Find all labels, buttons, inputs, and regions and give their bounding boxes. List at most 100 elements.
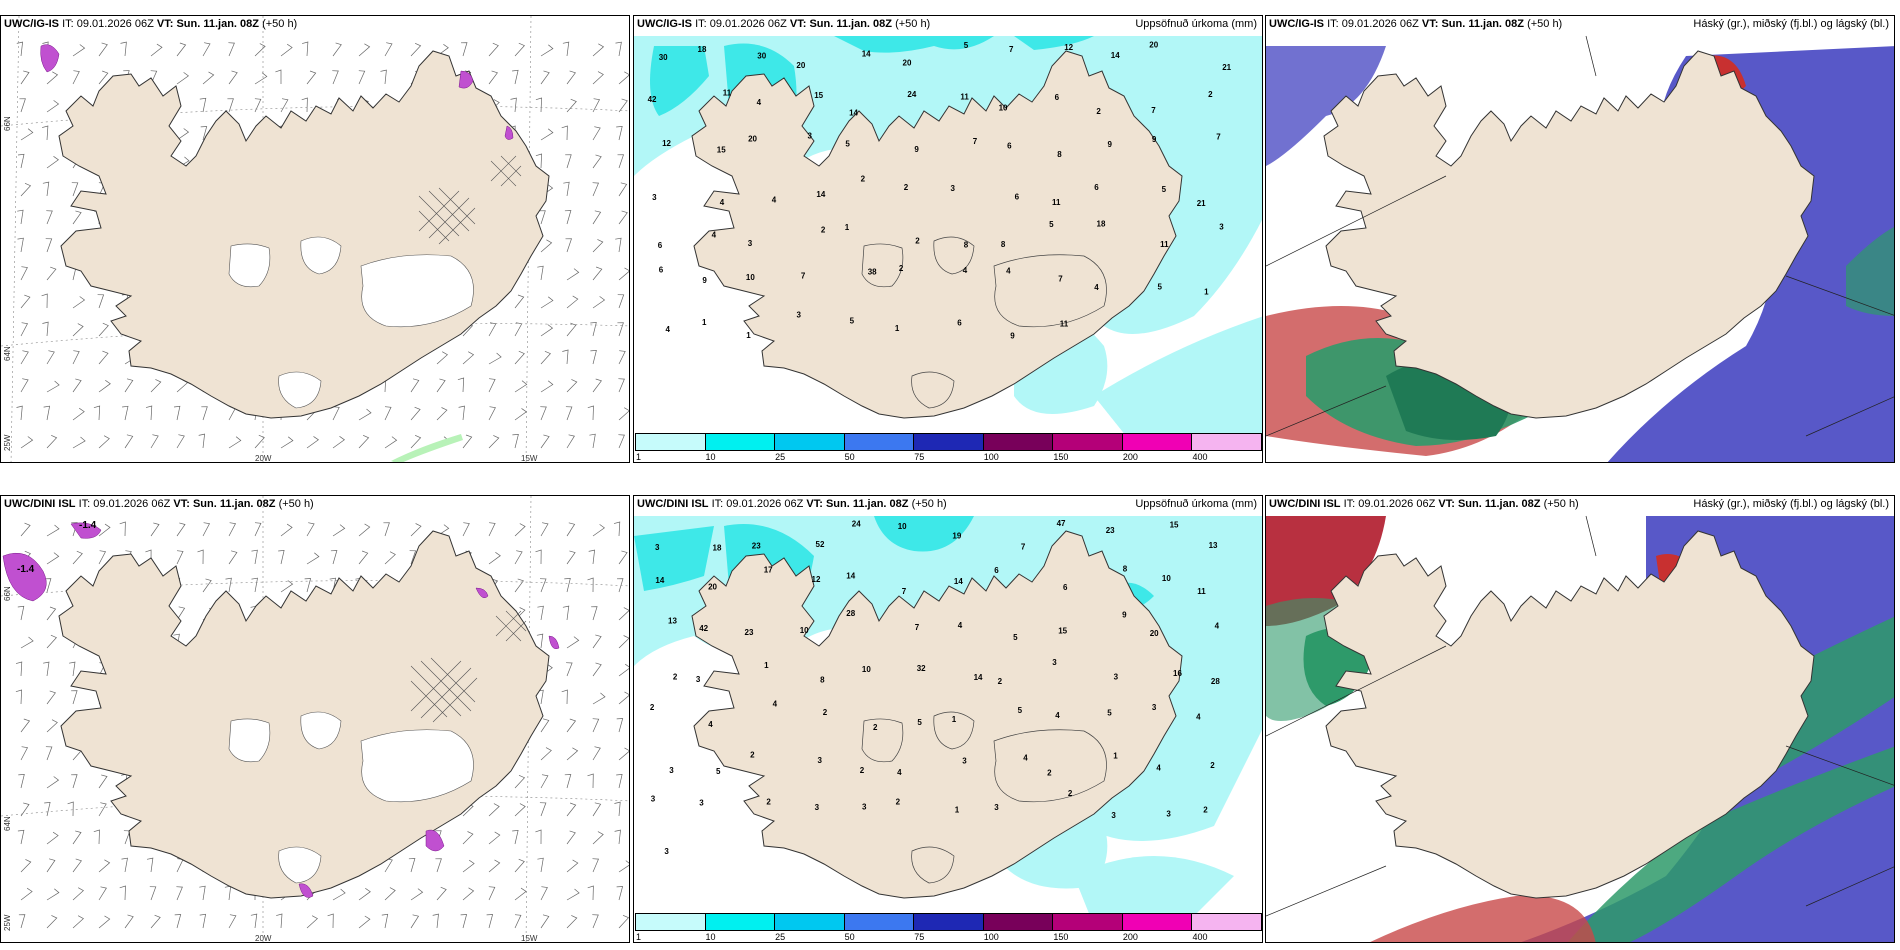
wind-barb [537,605,544,621]
wind-barb [150,43,163,57]
wind-barb [514,523,526,537]
wind-barb [42,125,49,141]
wind-barb [46,858,56,873]
wind-barb [18,774,25,789]
precip-value: 6 [1015,192,1020,201]
wind-barb [488,803,500,817]
wind-barb [588,549,596,565]
wind-barb [540,324,554,337]
wind-barb [46,915,58,929]
precip-value: 7 [915,623,920,632]
wind-barb [46,552,60,565]
wind-barb [306,552,320,565]
precip-value: 3 [1152,703,1157,712]
precip-value: 14 [862,49,871,58]
colorbar-swatch [1052,433,1123,451]
precip-value: 14 [954,577,963,586]
precip-value: 4 [963,266,968,275]
panel-title: UWC/IG-IS IT: 09.01.2026 06Z VT: Sun. 11… [4,18,298,30]
wind-barb [380,69,387,85]
wind-barb [254,43,266,57]
wind-barb [280,436,294,449]
wind-barb [174,914,182,929]
wind-barb [327,913,334,929]
wind-barb [564,210,572,225]
cloud-map-top [1266,35,1894,462]
wind-barb [566,830,576,845]
snow-purple [40,44,514,140]
wind-barb [592,296,606,309]
wind-barb [72,210,82,225]
wind-barb [225,577,232,593]
wind-barb [565,238,572,253]
panel-precip-top[interactable]: 30 18 30 20 14 20 5 7 12 14 20 21 42 11 4 15 14 24 11 10 6 2 7… [633,15,1263,463]
precip-value: 4 [757,98,762,107]
wind-barb [228,70,238,85]
precip-title: Uppsöfnuð úrkoma (mm) [1135,498,1257,510]
panel-wind-top[interactable]: UWC/IG-IS IT: 09.01.2026 06Z VT: Sun. 11… [0,15,630,463]
wind-barb [592,858,600,873]
precip-value: 3 [862,802,867,811]
precip-value: 14 [974,673,983,682]
wind-barb [592,524,605,537]
wind-barb [15,661,23,677]
precip-value: 11 [1060,320,1069,329]
precip-value: 5 [1107,708,1112,717]
precip-value: 2 [650,703,655,712]
colorbar-tick: 100 [983,932,999,942]
wind-barb [566,322,577,337]
wind-barb [587,773,594,789]
panel-cloud-top[interactable]: UWC/IG-IS IT: 09.01.2026 06Z VT: Sun. 11… [1265,15,1895,463]
wind-barb [592,692,606,705]
wind-barb [514,380,528,393]
wind-barb [46,266,57,281]
wind-barb [488,42,499,57]
precip-value: 23 [745,628,754,637]
iceland-land [1323,530,1815,899]
wind-barb [618,914,629,929]
wind-barb [41,293,48,309]
colorbar-swatch [704,913,776,931]
panel-wind-bottom[interactable]: UWC/DINI ISL IT: 09.01.2026 06Z VT: Sun.… [0,495,630,943]
wind-barb [540,886,548,901]
wind-barb [616,774,623,789]
wind-barb [202,578,212,593]
colorbar-swatch [982,913,1054,931]
precip-value: 3 [696,675,701,684]
precip-title: Uppsöfnuð úrkoma (mm) [1135,18,1257,30]
panel-precip-bottom[interactable]: 3 18 23 52 24 10 19 7 47 23 15 13 14 20 17 12 14 7 14 6 6 8 10… [633,495,1263,943]
axis-label-20w: 20W [255,454,272,463]
panel-cloud-bottom[interactable]: UWC/DINI ISL IT: 09.01.2026 06Z VT: Sun.… [1265,495,1895,943]
precip-value: 4 [1156,764,1161,773]
wind-barb [540,747,552,761]
wind-barb [514,294,525,309]
wind-barb [358,408,372,421]
wind-barb [618,663,629,677]
precip-value: 1 [845,223,850,232]
wind-barb [540,774,549,789]
precip-value: 10 [898,522,907,531]
wind-barb [20,436,34,449]
wind-barb [540,914,550,929]
glaciers [228,236,474,409]
wind-barb [618,607,629,621]
wind-barb [46,380,60,393]
wind-barb [20,859,32,873]
wind-barb [199,885,206,901]
precip-value: 10 [800,626,809,635]
wind-barb [306,436,320,449]
precip-value: 3 [669,766,674,775]
wind-barb [98,435,110,449]
precip-value: 8 [1057,150,1062,159]
wind-barb [72,550,83,565]
wind-barb [540,128,554,141]
precip-value: 24 [907,90,916,99]
precip-value: 9 [1152,135,1157,144]
colorbar-swatch [843,433,915,451]
wind-barb [410,378,420,393]
precip-value: 12 [812,575,821,584]
wind-barb [304,578,312,593]
wind-barb [93,829,100,845]
precip-value: 3 [951,184,956,193]
wind-barb [587,885,594,901]
